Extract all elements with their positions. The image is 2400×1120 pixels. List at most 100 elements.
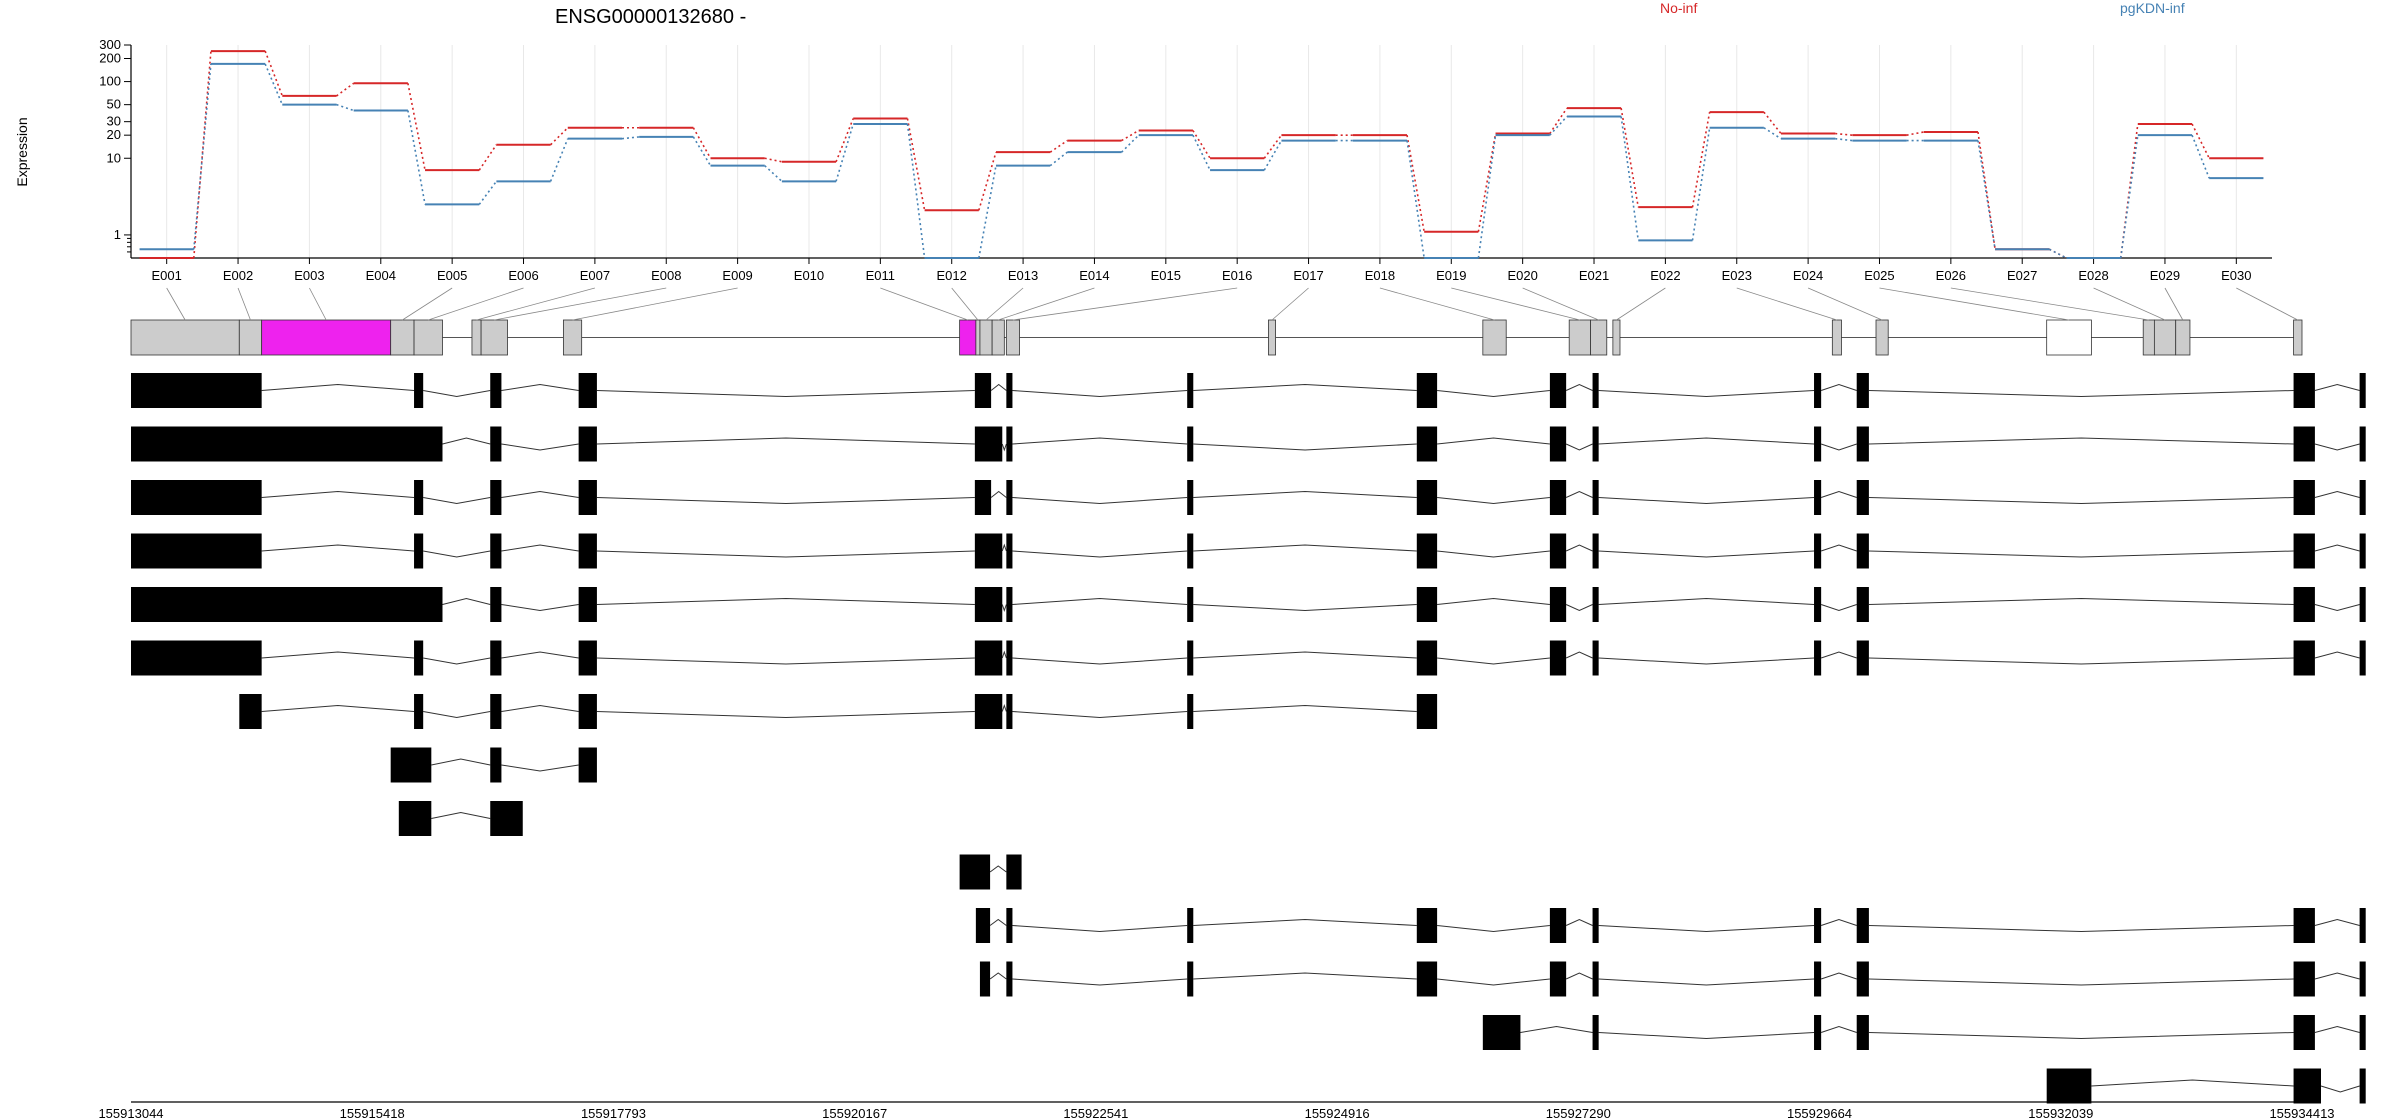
intron-line bbox=[1820, 383, 1857, 391]
transcript-exon bbox=[131, 426, 443, 462]
intron-line bbox=[990, 490, 1007, 498]
series-connector bbox=[407, 110, 426, 205]
transcript-exon bbox=[414, 533, 424, 569]
series-connector bbox=[1121, 129, 1140, 142]
y-tick-label: 1 bbox=[114, 227, 121, 242]
x-tick-label: E030 bbox=[2221, 268, 2251, 283]
intron-line bbox=[1598, 497, 1815, 505]
intron-line bbox=[1598, 597, 1815, 605]
intron-line bbox=[1868, 390, 2294, 398]
transcript-exon bbox=[1416, 640, 1438, 676]
coordinate-label: 155927290 bbox=[1546, 1106, 1611, 1120]
transcript-row bbox=[131, 587, 2366, 622]
x-tick-label: E011 bbox=[866, 268, 895, 283]
intron-line bbox=[2314, 972, 2360, 980]
transcript-exon bbox=[1006, 908, 1013, 943]
series-connector bbox=[1406, 135, 1425, 232]
intron-line bbox=[2314, 918, 2360, 926]
transcript-exon bbox=[1006, 640, 1013, 676]
intron-line bbox=[1565, 544, 1593, 552]
transcript-exon bbox=[490, 747, 502, 783]
transcript-row bbox=[131, 533, 2366, 569]
intron-line bbox=[1598, 437, 1815, 445]
coordinate-label: 155929664 bbox=[1787, 1106, 1852, 1120]
intron-line bbox=[1193, 604, 1417, 612]
intron-line bbox=[261, 383, 415, 391]
intron-line bbox=[1565, 443, 1593, 451]
intron-line bbox=[1868, 925, 2294, 933]
x-tick-label: E008 bbox=[651, 268, 681, 283]
bin-connector bbox=[309, 287, 327, 321]
transcript-exon bbox=[2359, 426, 2366, 462]
series-connector bbox=[1192, 134, 1211, 171]
intron-line bbox=[1565, 383, 1593, 391]
intron-line bbox=[2314, 490, 2360, 498]
transcript-exon bbox=[578, 747, 597, 783]
intron-line bbox=[1001, 543, 1007, 552]
exon-bin bbox=[480, 319, 508, 356]
transcript-exon bbox=[1592, 640, 1599, 676]
exon-bin bbox=[562, 319, 583, 356]
intron-line bbox=[1820, 490, 1857, 498]
transcript-exon bbox=[1814, 1015, 1822, 1050]
series-connector bbox=[1406, 140, 1425, 259]
exon-bin bbox=[2175, 319, 2191, 356]
intron-line bbox=[596, 597, 975, 605]
transcript-exon bbox=[1549, 480, 1567, 515]
series-connector bbox=[1121, 134, 1140, 153]
transcript-exon bbox=[974, 533, 1003, 569]
series-connector bbox=[692, 127, 712, 159]
bin-connector bbox=[1736, 287, 1838, 321]
intron-line bbox=[596, 550, 975, 558]
transcript-exon bbox=[2293, 1015, 2315, 1050]
x-tick-label: E017 bbox=[1293, 268, 1323, 283]
series-connector bbox=[336, 82, 355, 97]
transcript-exon bbox=[578, 640, 597, 676]
series-connector bbox=[336, 103, 354, 112]
intron-line bbox=[501, 704, 579, 712]
intron-line bbox=[1012, 437, 1188, 445]
transcript-exon bbox=[1814, 961, 1822, 997]
bin-connector bbox=[985, 287, 1024, 321]
transcript-exon bbox=[2359, 587, 2366, 622]
bin-connector bbox=[2236, 287, 2298, 321]
intron-line bbox=[1193, 972, 1417, 980]
x-tick-label: E025 bbox=[1864, 268, 1894, 283]
intron-line bbox=[1598, 978, 1815, 986]
transcript-exon bbox=[1856, 426, 1869, 462]
transcript-exon bbox=[1006, 961, 1013, 997]
intron-line bbox=[989, 918, 1007, 926]
exon-bin bbox=[413, 319, 443, 356]
transcript-row bbox=[1482, 1015, 2366, 1050]
intron-line bbox=[596, 711, 975, 719]
intron-line bbox=[1012, 597, 1188, 605]
series-connector bbox=[2119, 135, 2139, 259]
transcript-exon bbox=[1592, 480, 1599, 515]
exon-bin bbox=[975, 319, 981, 356]
intron-line bbox=[423, 550, 491, 558]
series-connector bbox=[2191, 123, 2210, 159]
exon-bin bbox=[1568, 319, 1591, 356]
transcript-exon bbox=[2359, 533, 2366, 569]
intron-line bbox=[1012, 978, 1188, 986]
series-connector bbox=[906, 123, 926, 259]
series-connector bbox=[835, 123, 854, 182]
transcript-exon bbox=[578, 587, 597, 622]
transcript-exon bbox=[490, 640, 502, 676]
transcript-exon bbox=[490, 480, 502, 515]
transcript-exon bbox=[1814, 908, 1822, 943]
transcript-exon bbox=[1856, 961, 1869, 997]
intron-line bbox=[261, 544, 415, 552]
coordinate-label: 155920167 bbox=[822, 1106, 887, 1120]
transcript-exon bbox=[414, 640, 424, 676]
transcript-exon bbox=[1814, 373, 1822, 408]
x-tick-label: E006 bbox=[508, 268, 538, 283]
bin-connector bbox=[166, 287, 186, 321]
transcript-exon bbox=[1814, 533, 1822, 569]
series-connector bbox=[264, 63, 284, 105]
series-connector bbox=[1620, 116, 1640, 241]
intron-line bbox=[1437, 550, 1550, 558]
y-tick-label: 30 bbox=[107, 114, 121, 129]
intron-line bbox=[2314, 1025, 2360, 1033]
